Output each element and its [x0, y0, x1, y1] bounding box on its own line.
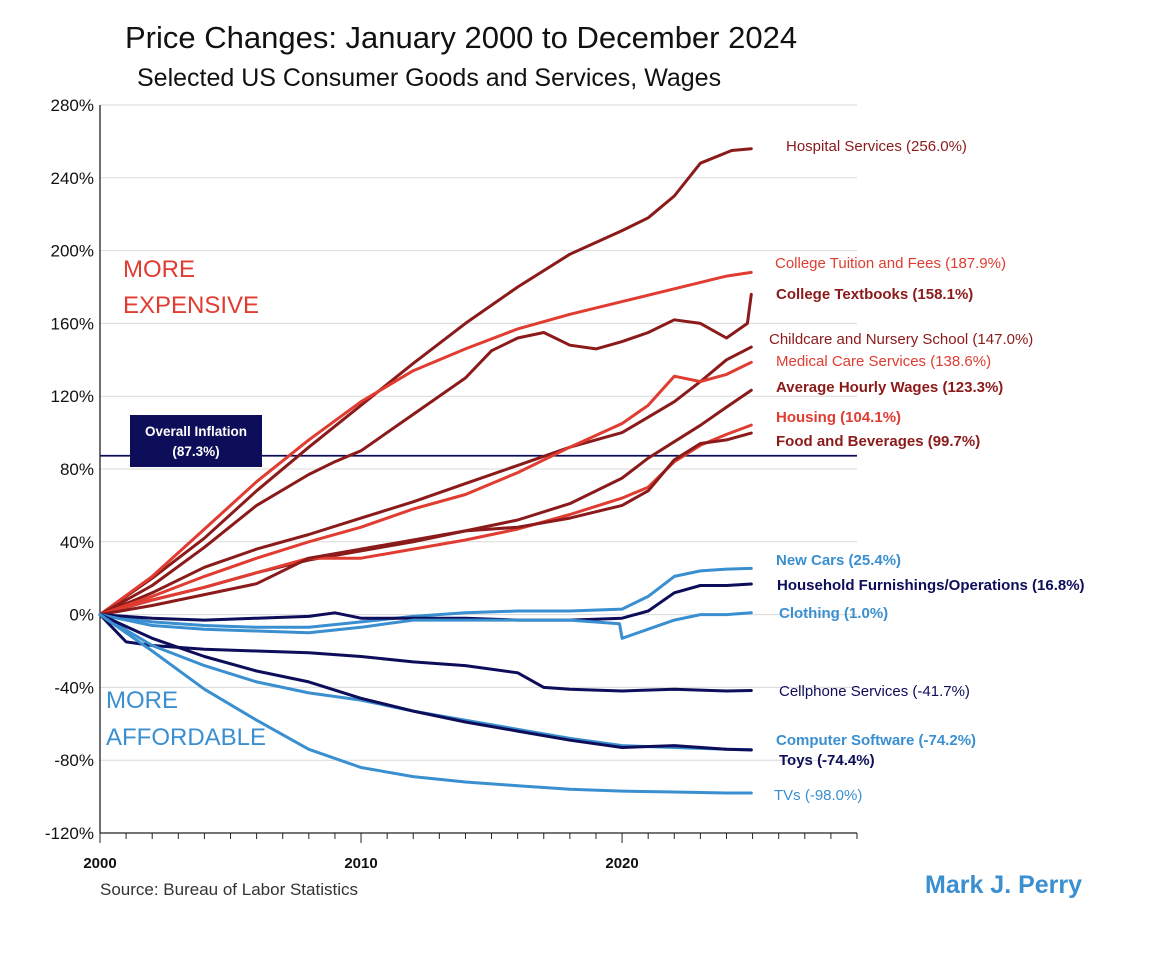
more-expensive-label: EXPENSIVE	[123, 292, 259, 319]
series-label: Computer Software (-74.2%)	[776, 732, 976, 749]
series-line	[98, 613, 753, 752]
y-tick-label: 240%	[51, 169, 94, 188]
inflation-label-line2: (87.3%)	[172, 444, 219, 459]
y-tick-label: -80%	[54, 751, 94, 770]
annotations: MORE EXPENSIVE MORE AFFORDABLE	[106, 256, 266, 751]
series-line	[98, 611, 753, 640]
series-label: Cellphone Services (-41.7%)	[779, 683, 970, 700]
more-expensive-label: MORE	[123, 256, 195, 283]
x-tick-label: 2000	[83, 855, 116, 872]
grid-lines	[100, 104, 857, 761]
series-labels: Hospital Services (256.0%) College Tuitio…	[769, 138, 1085, 804]
series-line	[98, 566, 753, 629]
series-label: Housing (104.1%)	[776, 409, 901, 426]
y-tick-label: -40%	[54, 678, 94, 697]
y-tick-label: 0%	[69, 606, 94, 625]
series-line	[98, 423, 753, 617]
series-label: Average Hourly Wages (123.3%)	[776, 379, 1003, 396]
x-tick-label: 2020	[605, 855, 638, 872]
chart-title: Price Changes: January 2000 to December …	[125, 20, 798, 55]
more-affordable-label: AFFORDABLE	[106, 724, 266, 751]
source-note: Source: Bureau of Labor Statistics	[100, 880, 358, 899]
series-line	[98, 345, 753, 617]
series-label: New Cars (25.4%)	[776, 552, 901, 569]
series-label: Household Furnishings/Operations (16.8%)	[777, 577, 1085, 594]
y-tick-label: -120%	[45, 824, 94, 843]
series-lines	[98, 147, 753, 795]
series-line	[98, 582, 753, 622]
series-label: Toys (-74.4%)	[779, 752, 875, 769]
y-tick-label: 280%	[51, 96, 94, 115]
series-line	[98, 270, 753, 617]
series-line	[98, 431, 753, 617]
inflation-label-box	[130, 415, 262, 467]
more-affordable-label: MORE	[106, 687, 178, 714]
reference-line-group: Overall Inflation (87.3%)	[100, 415, 857, 467]
series-line	[98, 147, 753, 617]
series-line	[98, 292, 753, 617]
x-tick-label: 2010	[344, 855, 377, 872]
inflation-label-line1: Overall Inflation	[145, 424, 247, 439]
author-credit: Mark J. Perry	[925, 871, 1083, 899]
series-label: Clothing (1.0%)	[779, 605, 888, 622]
series-label: Hospital Services (256.0%)	[786, 138, 967, 155]
series-label: College Textbooks (158.1%)	[776, 286, 973, 303]
series-line	[98, 360, 753, 617]
series-line	[98, 613, 753, 795]
series-label: Medical Care Services (138.6%)	[776, 353, 991, 370]
y-tick-label: 80%	[60, 460, 94, 479]
series-label: Childcare and Nursery School (147.0%)	[769, 331, 1033, 348]
y-tick-label: 200%	[51, 242, 94, 261]
series-label: Food and Beverages (99.7%)	[776, 433, 980, 450]
y-tick-label: 40%	[60, 533, 94, 552]
axes: -120% -80% -40% 0% 40% 80% 120% 160% 200% 240% 280…	[45, 96, 858, 872]
chart-subtitle: Selected US Consumer Goods and Services,…	[137, 64, 722, 92]
series-label: College Tuition and Fees (187.9%)	[775, 255, 1006, 272]
y-tick-label: 120%	[51, 387, 94, 406]
y-tick-label: 160%	[51, 314, 94, 333]
series-label: TVs (-98.0%)	[774, 787, 862, 804]
